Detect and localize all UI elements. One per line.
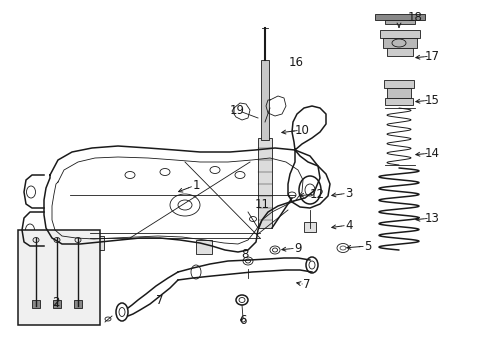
Bar — [383, 80, 413, 88]
Text: 17: 17 — [424, 50, 439, 63]
Text: 12: 12 — [309, 188, 324, 201]
Text: 8: 8 — [241, 248, 248, 261]
Bar — [261, 60, 268, 140]
Bar — [379, 30, 419, 38]
Text: 14: 14 — [424, 147, 439, 159]
Text: 2: 2 — [52, 297, 60, 310]
Bar — [18, 230, 100, 325]
Bar — [53, 300, 61, 308]
Bar — [74, 300, 82, 308]
Text: 1: 1 — [192, 179, 199, 192]
Text: 18: 18 — [407, 10, 422, 23]
Text: 7: 7 — [303, 279, 310, 292]
Bar — [304, 222, 315, 232]
Bar — [382, 38, 416, 48]
Bar — [374, 14, 424, 20]
Bar — [386, 48, 412, 56]
Bar — [88, 236, 104, 250]
Bar — [386, 88, 410, 98]
Text: 16: 16 — [288, 55, 303, 68]
Text: 11: 11 — [254, 198, 269, 211]
Text: 10: 10 — [294, 123, 309, 136]
Text: 5: 5 — [364, 239, 371, 252]
Text: 4: 4 — [345, 219, 352, 231]
Text: 15: 15 — [424, 94, 439, 107]
Text: 3: 3 — [345, 186, 352, 199]
Bar — [384, 20, 414, 24]
Text: 6: 6 — [239, 314, 246, 327]
Text: 13: 13 — [424, 212, 439, 225]
Text: 7: 7 — [156, 293, 163, 306]
Text: 9: 9 — [294, 242, 301, 255]
Bar — [258, 138, 271, 228]
Bar — [196, 240, 212, 254]
Bar — [384, 98, 412, 105]
Text: 19: 19 — [229, 104, 244, 117]
Bar — [32, 300, 40, 308]
